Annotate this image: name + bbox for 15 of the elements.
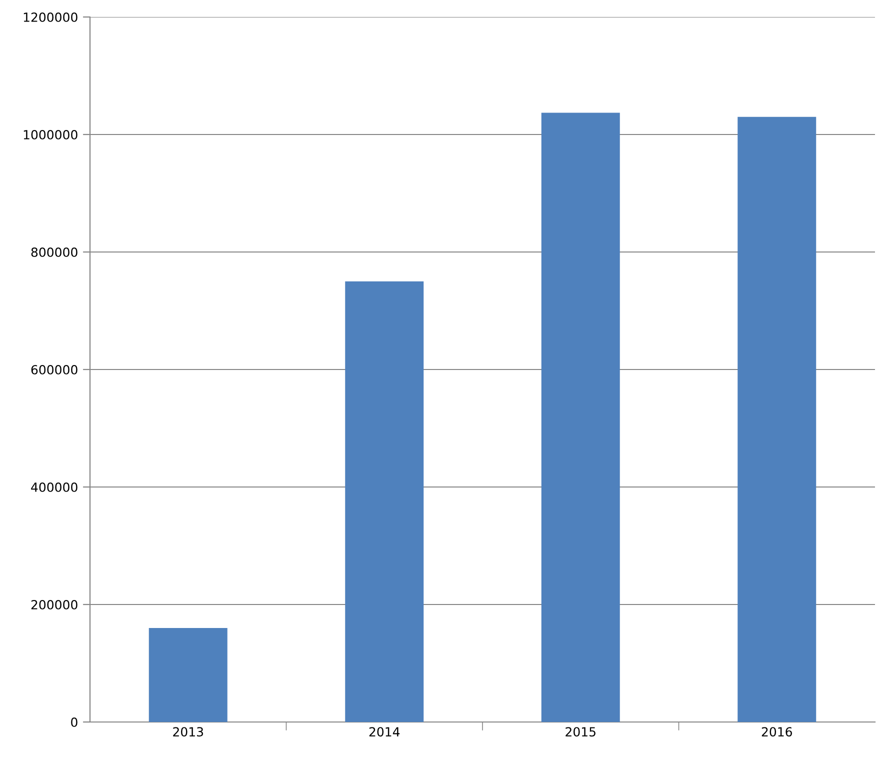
- x-tick-label: 2016: [762, 727, 792, 737]
- y-tick-label: 400000: [31, 482, 78, 492]
- x-tick-label: 2013: [173, 727, 204, 737]
- y-tick-label: 1200000: [24, 12, 78, 22]
- y-tick-label: 600000: [31, 364, 78, 374]
- y-tick-label: 800000: [31, 247, 78, 257]
- y-tick-label: 1000000: [24, 130, 78, 140]
- y-tick-label: 0: [71, 717, 78, 727]
- y-tick-label: 200000: [31, 600, 78, 610]
- bar: [148, 628, 228, 722]
- x-tick-label: 2015: [566, 727, 596, 737]
- x-tick-label: 2014: [369, 727, 400, 737]
- bar: [541, 112, 620, 722]
- bar: [345, 281, 424, 722]
- bar: [738, 116, 816, 722]
